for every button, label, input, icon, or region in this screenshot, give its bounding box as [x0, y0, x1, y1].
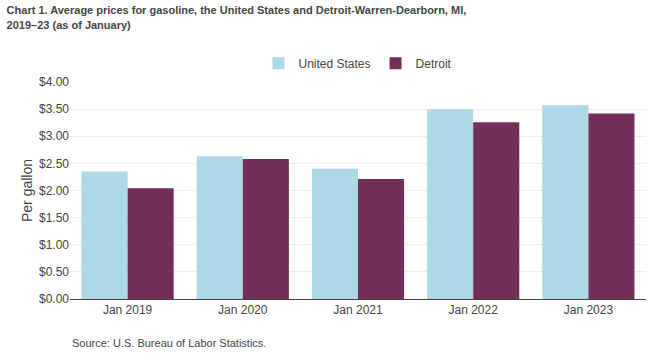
svg-text:$3.00: $3.00 — [39, 129, 69, 143]
svg-text:$4.00: $4.00 — [39, 75, 69, 89]
svg-text:United States: United States — [299, 57, 371, 71]
svg-text:$2.00: $2.00 — [39, 184, 69, 198]
svg-text:$0.50: $0.50 — [39, 265, 69, 279]
svg-text:Jan 2019: Jan 2019 — [103, 303, 153, 317]
svg-text:Per gallon: Per gallon — [19, 159, 35, 222]
svg-text:$0.00: $0.00 — [39, 292, 69, 306]
svg-text:Detroit: Detroit — [416, 57, 452, 71]
svg-text:$1.50: $1.50 — [39, 211, 69, 225]
svg-text:Jan 2021: Jan 2021 — [333, 303, 383, 317]
svg-text:Source: U.S. Bureau of Labor S: Source: U.S. Bureau of Labor Statistics. — [72, 337, 266, 349]
svg-text:$2.50: $2.50 — [39, 157, 69, 171]
svg-text:Jan 2020: Jan 2020 — [218, 303, 268, 317]
svg-text:Jan 2023: Jan 2023 — [564, 303, 614, 317]
svg-text:Chart 1. Average prices for ga: Chart 1. Average prices for gasoline, th… — [7, 4, 467, 30]
svg-text:Jan 2022: Jan 2022 — [449, 303, 499, 317]
svg-text:$1.00: $1.00 — [39, 238, 69, 252]
svg-text:$3.50: $3.50 — [39, 102, 69, 116]
